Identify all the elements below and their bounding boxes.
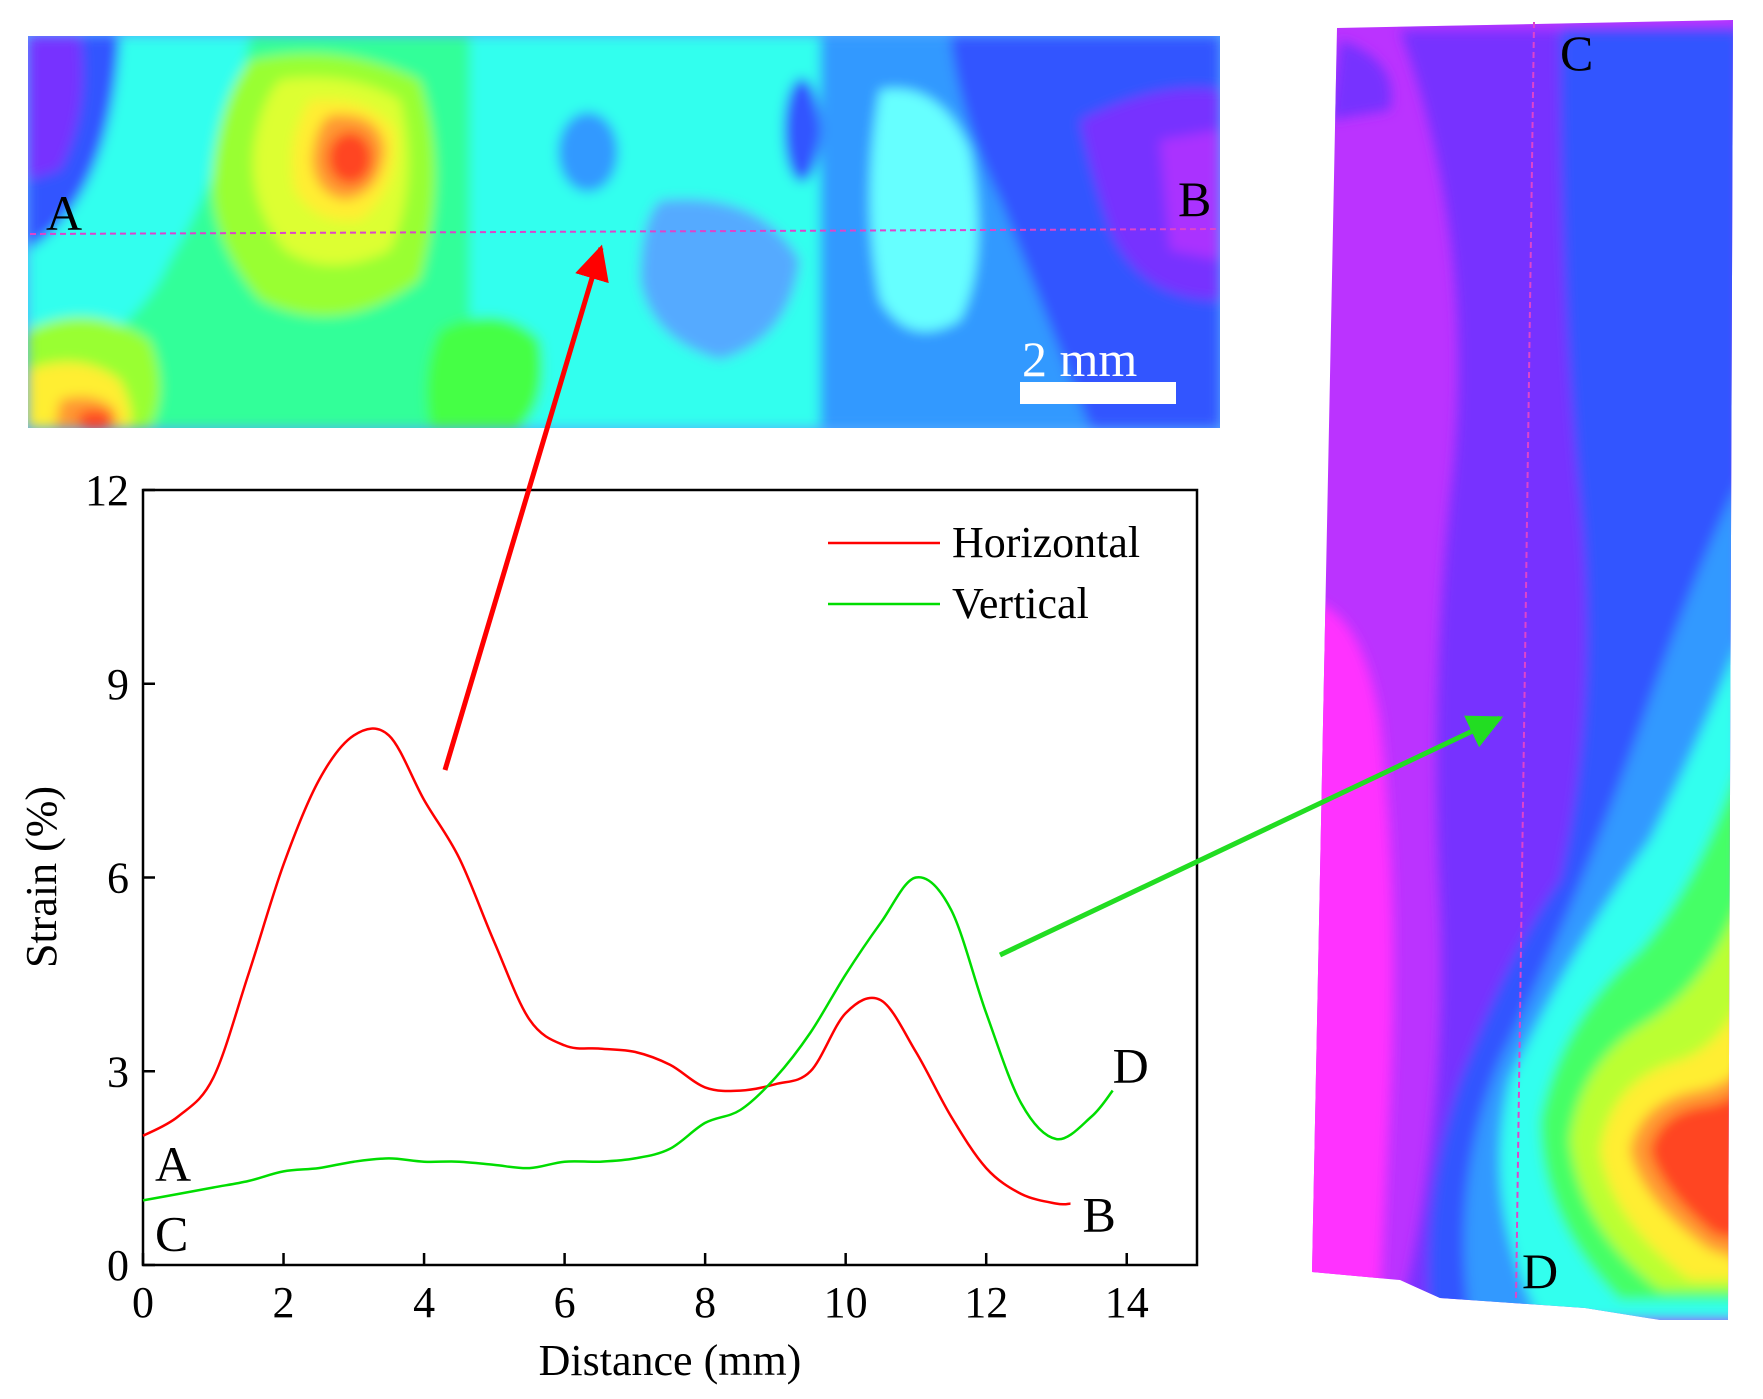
x-tick-label: 6 <box>554 1278 576 1327</box>
legend-label-horizontal: Horizontal <box>952 518 1140 567</box>
series-end-label: B <box>1083 1187 1116 1243</box>
vertical-guide-line <box>1515 21 1535 1301</box>
legend-label-vertical: Vertical <box>952 579 1089 628</box>
y-axis-label: Strain (%) <box>17 786 66 968</box>
horizontal-strain-map: A B 2 mm <box>28 36 1221 428</box>
y-axis-ticks: 0 3 6 9 12 <box>85 466 155 1290</box>
scale-bar-label: 2 mm <box>1022 331 1137 387</box>
series-end-labels: A B C D <box>155 1038 1149 1262</box>
green-connector-arrow <box>998 715 1504 958</box>
series-lines <box>142 727 1114 1206</box>
vertical-strain-map: C D <box>1312 20 1733 1320</box>
series-start-label: C <box>155 1205 188 1261</box>
x-tick-label: 10 <box>824 1278 868 1327</box>
x-axis-ticks: 0 2 4 6 8 10 12 14 <box>132 1253 1149 1327</box>
map-label-d: D <box>1522 1243 1558 1299</box>
x-axis-label: Distance (mm) <box>539 1336 802 1385</box>
map-label-a: A <box>46 185 82 241</box>
scale-bar <box>1020 382 1176 404</box>
y-tick-label: 6 <box>107 854 129 903</box>
x-tick-label: 4 <box>413 1278 435 1327</box>
y-tick-label: 12 <box>85 466 129 515</box>
red-connector-arrow <box>442 244 609 771</box>
x-tick-label: 0 <box>132 1278 154 1327</box>
y-tick-label: 9 <box>107 660 129 709</box>
x-tick-label: 8 <box>694 1278 716 1327</box>
series-start-label: A <box>155 1136 191 1192</box>
y-tick-label: 0 <box>107 1241 129 1290</box>
x-tick-label: 2 <box>273 1278 295 1327</box>
series-line-vertical <box>142 876 1114 1202</box>
y-tick-label: 3 <box>107 1047 129 1096</box>
x-tick-label: 14 <box>1105 1278 1149 1327</box>
map-label-c: C <box>1560 25 1593 81</box>
vertical-map-contours <box>1312 20 1733 1320</box>
x-tick-label: 12 <box>964 1278 1008 1327</box>
strain-profile-chart: 0 3 6 9 12 0 2 4 6 8 10 12 14 Distance (mm) Strain … <box>17 466 1199 1385</box>
map-label-b: B <box>1178 171 1211 227</box>
horizontal-guide-line <box>29 228 1221 235</box>
series-line-horizontal <box>142 727 1071 1206</box>
legend: Horizontal Vertical <box>828 518 1140 628</box>
series-end-label: D <box>1113 1038 1149 1094</box>
